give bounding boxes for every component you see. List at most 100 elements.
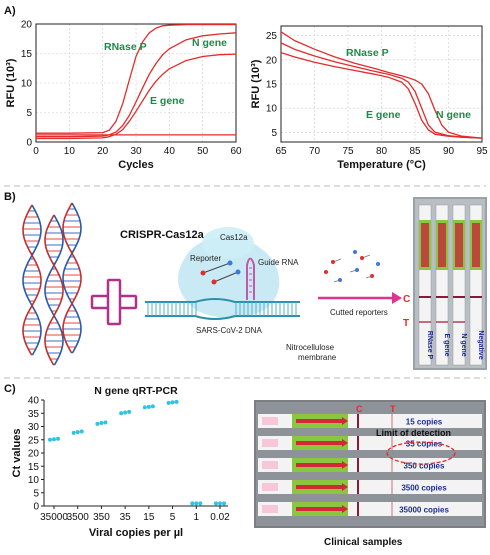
strip-conjugate bbox=[421, 223, 429, 267]
target-dna bbox=[145, 298, 300, 320]
ct-point bbox=[127, 409, 132, 414]
clinical-strip-end bbox=[262, 461, 278, 469]
dna-top-strand bbox=[145, 298, 300, 303]
cas12a-complex bbox=[178, 227, 280, 318]
strip-t-label: T bbox=[403, 318, 409, 329]
amp-y-label: RFU (10³) bbox=[5, 58, 17, 107]
ct-x-label: Viral copies per µl bbox=[89, 527, 183, 539]
dna-strand bbox=[22, 204, 42, 356]
clinical-c-label: C bbox=[356, 404, 363, 414]
ct-x-tick: 35000 bbox=[40, 512, 68, 523]
melt-x-tick: 70 bbox=[309, 146, 321, 157]
clinical-conjugate bbox=[296, 463, 342, 467]
melt-y-tick: 15 bbox=[266, 80, 278, 91]
clinical-conjugate bbox=[296, 419, 342, 423]
lateral-flow-photo: RNase P E gene N gene Negative bbox=[413, 197, 487, 370]
clinical-conjugate bbox=[296, 441, 342, 445]
ct-point bbox=[48, 437, 52, 442]
ct-point bbox=[146, 404, 151, 409]
ct-point bbox=[123, 410, 128, 415]
ct-y-tick: 30 bbox=[28, 422, 40, 433]
dna-strand bbox=[62, 202, 82, 354]
clinical-strip-end bbox=[262, 439, 278, 447]
ct-point bbox=[103, 420, 108, 425]
ct-point bbox=[150, 404, 155, 409]
melt-y-tick: 20 bbox=[266, 55, 278, 66]
amp-y-tick: 10 bbox=[21, 79, 33, 90]
guide-rna-label: Guide RNA bbox=[258, 258, 299, 267]
melt-y-tick: 10 bbox=[266, 104, 278, 115]
amp-x-tick: 30 bbox=[130, 146, 142, 157]
clinical-copies-label: 15 copies bbox=[406, 418, 443, 427]
ct-point bbox=[170, 400, 175, 405]
ct-point bbox=[71, 430, 76, 435]
melt-frame bbox=[280, 25, 483, 143]
arrow-icon bbox=[342, 483, 348, 491]
ct-point bbox=[119, 411, 124, 416]
clinical-copies-label: 35 copies bbox=[406, 440, 443, 449]
strip-conjugate bbox=[455, 223, 463, 267]
melt-x-tick: 90 bbox=[443, 146, 455, 157]
arrow-head-icon bbox=[392, 292, 402, 304]
ct-x-tick: 0.02 bbox=[210, 512, 230, 523]
ct-point bbox=[222, 501, 226, 506]
amp-series-label: RNase P bbox=[104, 41, 147, 53]
clinical-caption: Clinical samples bbox=[324, 537, 403, 548]
crispr-diagram: CRISPR-Cas12a Cas12a Reporter Guide RNA … bbox=[22, 197, 487, 370]
clinical-strip-end bbox=[262, 483, 278, 491]
amp-x-tick: 40 bbox=[164, 146, 176, 157]
strip-label: E gene bbox=[443, 334, 450, 357]
arrow-icon bbox=[342, 417, 348, 425]
amp-y-tick: 20 bbox=[21, 20, 33, 31]
amplification-chart: 0 10 20 30 40 50 60 0 5 10 15 20 RNase P N gene E gene… bbox=[5, 20, 242, 172]
ct-point bbox=[174, 399, 179, 404]
melt-y-tick: 5 bbox=[271, 128, 277, 139]
cas12a-label: Cas12a bbox=[220, 233, 248, 242]
reporter-label: Reporter bbox=[190, 254, 221, 263]
arrow-icon bbox=[342, 461, 348, 469]
dna-strand bbox=[22, 204, 42, 356]
ct-point bbox=[166, 400, 171, 405]
ct-point bbox=[214, 501, 218, 506]
amp-frame bbox=[35, 23, 237, 143]
clinical-strip bbox=[258, 414, 482, 428]
panel-label-c: C) bbox=[4, 383, 16, 395]
amp-x-label: Cycles bbox=[118, 159, 153, 171]
melt-series-label: N gene bbox=[436, 109, 471, 121]
ct-y-tick: 40 bbox=[28, 396, 40, 407]
ct-y-tick: 15 bbox=[28, 462, 40, 473]
ct-point bbox=[194, 501, 199, 506]
melt-x-label: Temperature (°C) bbox=[337, 159, 426, 171]
melt-x-tick: 80 bbox=[376, 146, 388, 157]
amp-y-tick: 0 bbox=[26, 138, 32, 149]
melt-y-tick: 25 bbox=[266, 31, 278, 42]
cutted-reporters-label: Cutted reporters bbox=[330, 308, 388, 317]
membrane-label-2: membrane bbox=[298, 353, 337, 362]
ct-point bbox=[218, 501, 222, 506]
melt-series-line-2 bbox=[280, 31, 483, 139]
melt-curve-chart: 65 70 75 80 85 90 95 5 10 15 20 25 RNase P E gene N ge… bbox=[250, 25, 488, 171]
melt-x-tick: 85 bbox=[409, 146, 421, 157]
dna-strand bbox=[62, 202, 82, 354]
clinical-strip bbox=[258, 436, 482, 450]
strip-label: Negative bbox=[477, 330, 484, 359]
panel-label-a: A) bbox=[4, 5, 16, 17]
strip-c-label: C bbox=[403, 294, 410, 305]
ct-chart-title: N gene qRT-PCR bbox=[94, 385, 178, 397]
lod-highlight-ellipse bbox=[386, 441, 456, 465]
ct-y-tick: 0 bbox=[33, 502, 39, 513]
sars-dna-label: SARS-CoV-2 DNA bbox=[196, 326, 262, 335]
clinical-copies-label: 3500 copies bbox=[401, 484, 447, 493]
dna-strand bbox=[44, 214, 64, 366]
dna-strand bbox=[44, 214, 64, 366]
ct-y-tick: 5 bbox=[33, 488, 39, 499]
strip-label: N gene bbox=[460, 333, 467, 356]
ct-point bbox=[79, 429, 84, 434]
ct-y-tick: 10 bbox=[28, 475, 40, 486]
melt-y-label: RFU (10³) bbox=[250, 59, 262, 108]
melt-series-line-1 bbox=[280, 42, 483, 139]
amp-x-tick: 0 bbox=[33, 146, 39, 157]
arrow-icon bbox=[342, 505, 348, 513]
